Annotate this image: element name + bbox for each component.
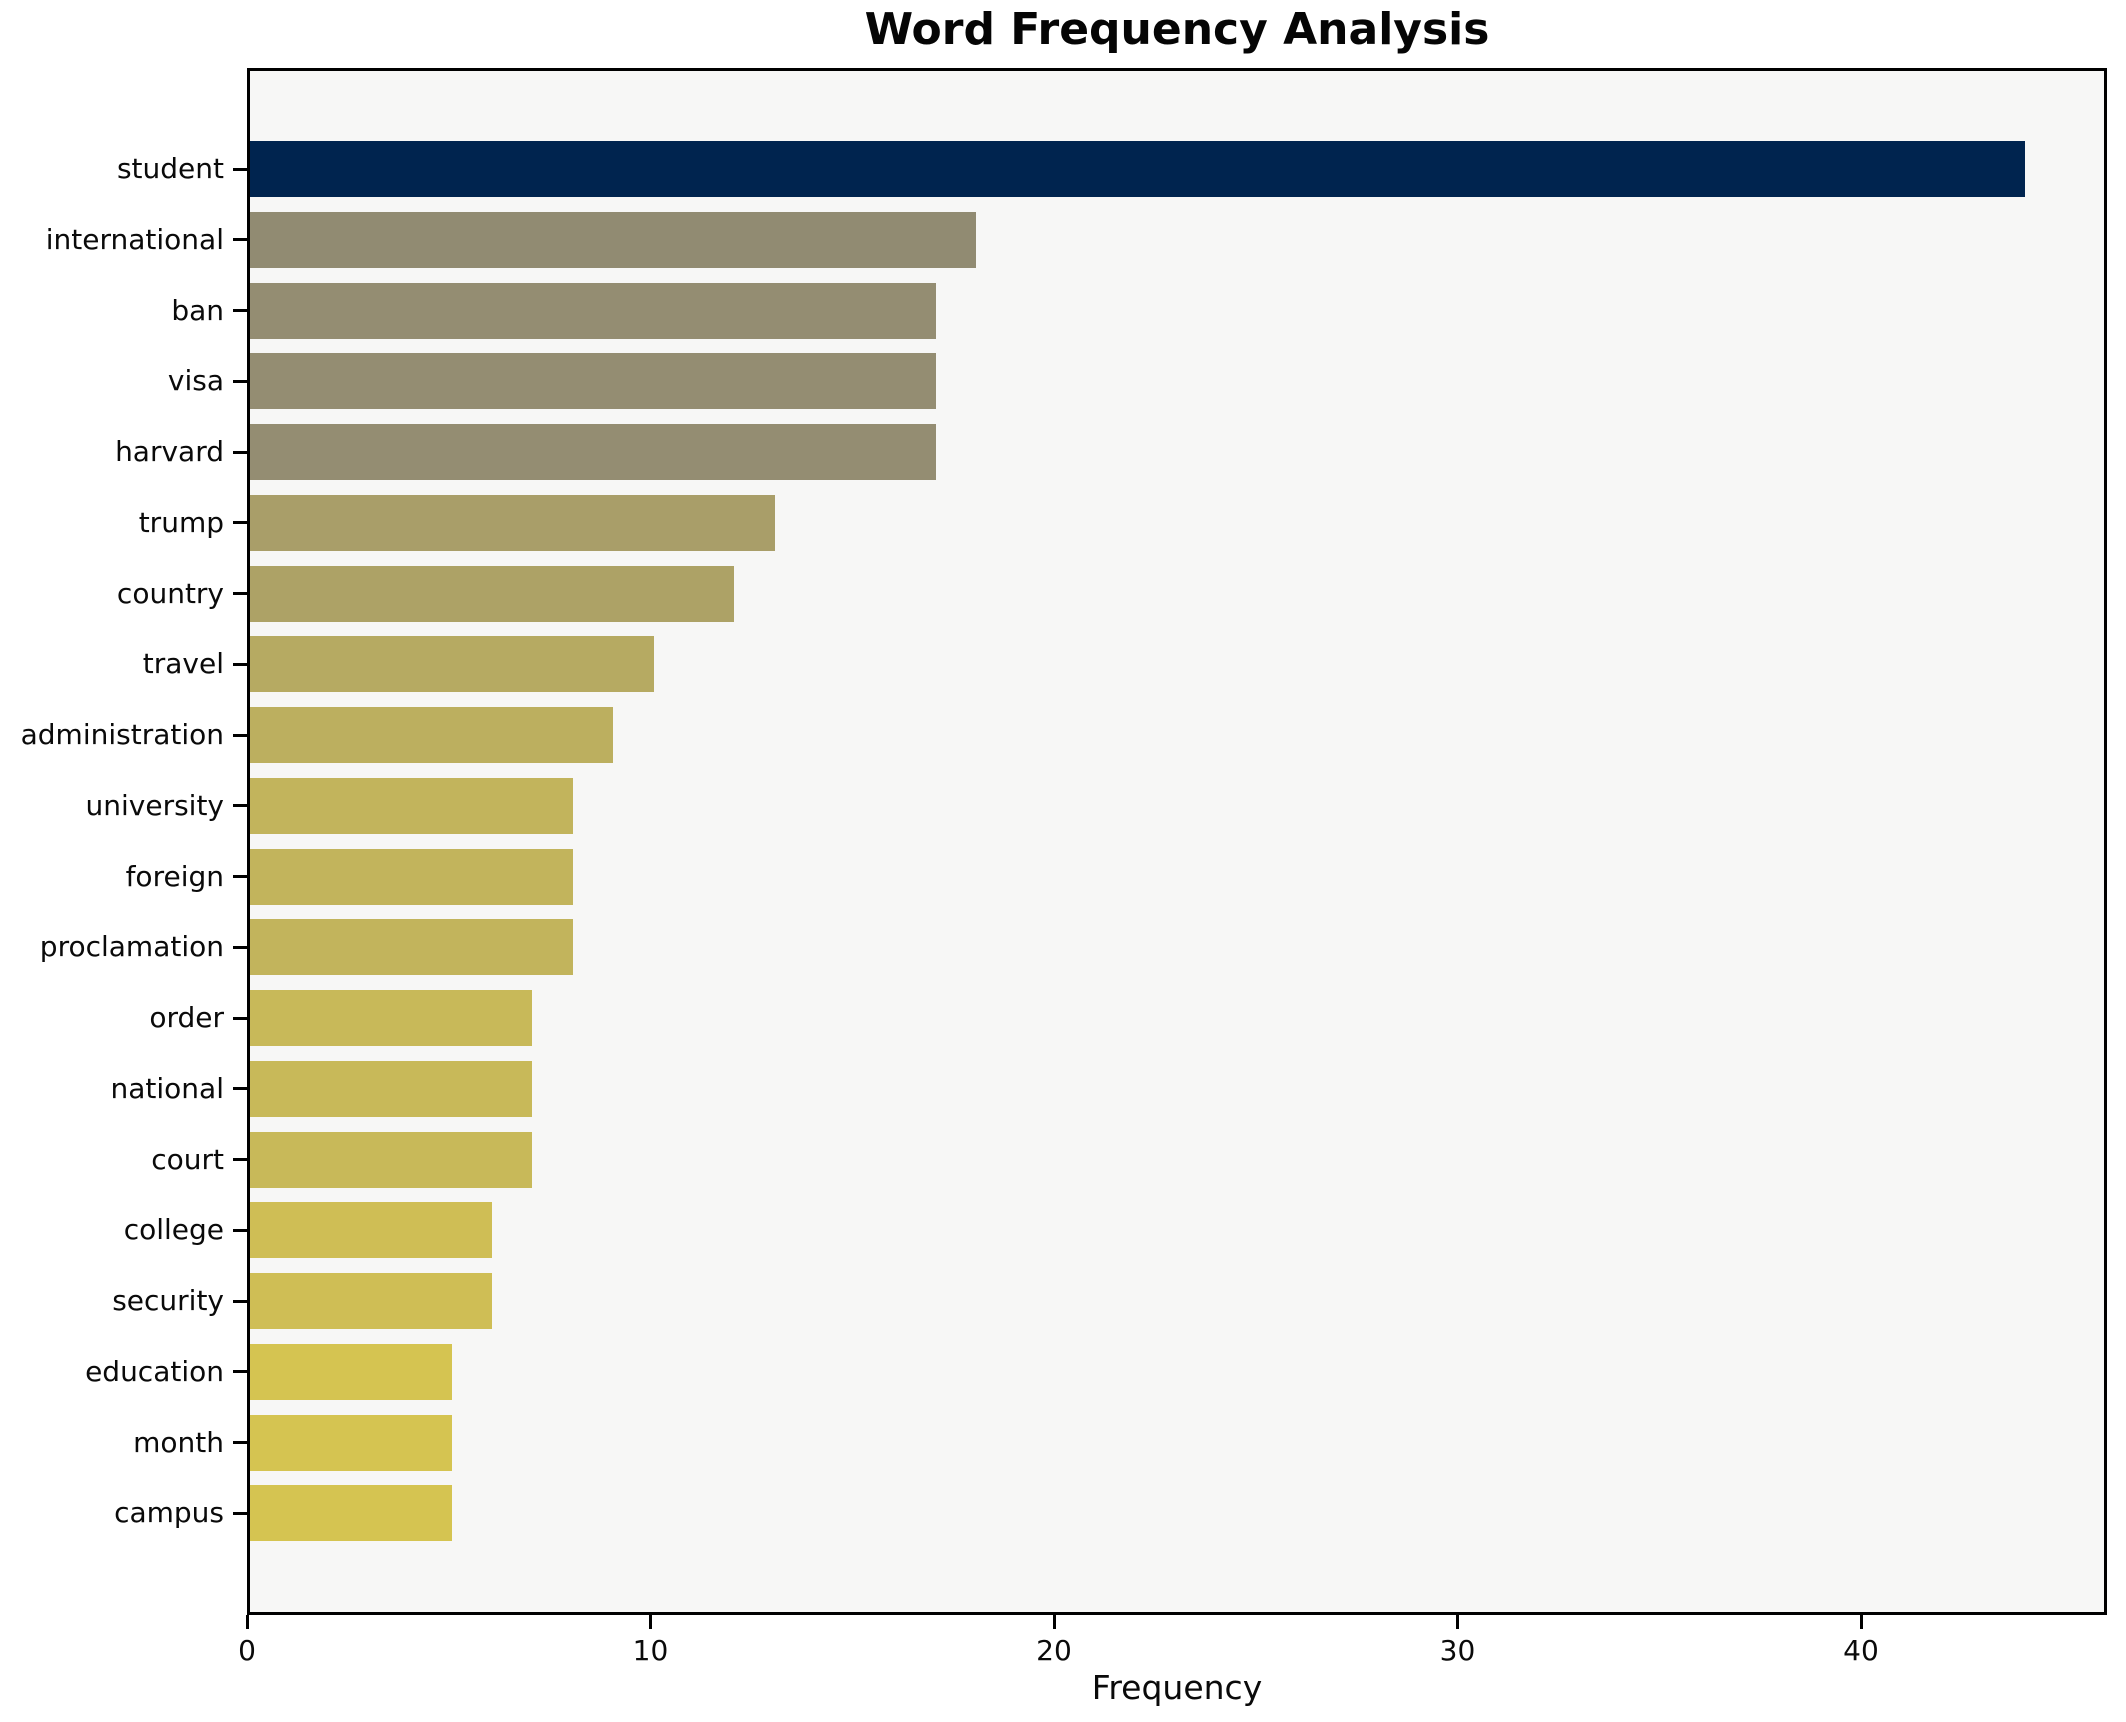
- chart-title: Word Frequency Analysis: [864, 4, 1490, 55]
- y-tick-label-visa: visa: [167, 364, 224, 398]
- y-tick-label-ban: ban: [171, 293, 224, 327]
- x-tick-label-0: 0: [238, 1634, 256, 1667]
- bar-national: [250, 1060, 533, 1117]
- y-tick: [233, 1228, 247, 1232]
- y-tick-label-administration: administration: [20, 718, 224, 752]
- bar-student: [250, 141, 2026, 197]
- x-tick: [1456, 1615, 1459, 1629]
- bar-visa: [250, 353, 936, 410]
- bar-order: [250, 990, 533, 1047]
- y-tick: [233, 238, 247, 242]
- bar-court: [250, 1131, 533, 1188]
- x-tick: [245, 1615, 249, 1629]
- x-tick: [649, 1615, 652, 1629]
- bar-travel: [250, 636, 654, 693]
- x-tick-label-30: 30: [1439, 1634, 1476, 1667]
- y-tick-label-foreign: foreign: [125, 859, 224, 893]
- y-tick-label-education: education: [85, 1354, 224, 1388]
- bar-security: [250, 1273, 493, 1330]
- x-axis-title: Frequency: [1091, 1668, 1263, 1707]
- y-tick: [233, 1441, 247, 1445]
- bar-country: [250, 565, 735, 622]
- bar-month: [250, 1414, 452, 1471]
- y-tick-label-proclamation: proclamation: [39, 930, 224, 964]
- y-tick: [233, 450, 247, 454]
- y-tick: [233, 662, 247, 666]
- y-tick: [233, 875, 247, 879]
- bar-trump: [250, 494, 775, 551]
- bars-layer: [250, 71, 2104, 1612]
- y-tick-label-order: order: [149, 1001, 224, 1035]
- y-tick-label-court: court: [151, 1142, 224, 1176]
- bar-administration: [250, 707, 614, 764]
- x-tick-label-20: 20: [1036, 1634, 1072, 1667]
- y-tick-label-trump: trump: [138, 505, 224, 539]
- y-tick: [233, 804, 247, 808]
- y-tick-label-campus: campus: [114, 1496, 224, 1530]
- y-tick: [233, 521, 247, 525]
- bar-campus: [250, 1485, 452, 1542]
- bar-university: [250, 777, 573, 834]
- y-tick-label-travel: travel: [142, 647, 224, 681]
- y-tick-label-security: security: [112, 1284, 224, 1318]
- y-tick: [233, 309, 247, 313]
- y-tick-label-university: university: [85, 788, 225, 822]
- y-tick: [233, 1158, 247, 1162]
- x-tick-label-40: 40: [1843, 1634, 1879, 1667]
- y-tick: [233, 1511, 247, 1515]
- x-tick: [1859, 1615, 1863, 1629]
- y-tick-label-college: college: [123, 1213, 224, 1247]
- plot-area: [247, 68, 2107, 1615]
- y-tick-label-month: month: [133, 1425, 224, 1459]
- y-tick-label-harvard: harvard: [115, 435, 224, 469]
- y-tick: [233, 1016, 247, 1020]
- bar-foreign: [250, 848, 573, 905]
- y-tick: [233, 379, 247, 383]
- y-tick: [233, 945, 247, 949]
- y-tick: [233, 1087, 247, 1091]
- bar-proclamation: [250, 919, 573, 976]
- bar-college: [250, 1202, 493, 1259]
- x-tick-label-10: 10: [632, 1634, 669, 1667]
- x-tick: [1052, 1615, 1056, 1629]
- y-tick-label-student: student: [116, 152, 224, 185]
- y-tick: [233, 1299, 247, 1303]
- bar-harvard: [250, 424, 936, 481]
- y-tick-label-international: international: [45, 222, 224, 256]
- y-tick: [233, 733, 247, 737]
- bar-international: [250, 211, 977, 268]
- bar-education: [250, 1343, 452, 1400]
- y-tick: [233, 1370, 247, 1374]
- bar-ban: [250, 282, 936, 339]
- y-tick: [233, 167, 247, 171]
- y-tick-label-country: country: [116, 576, 224, 610]
- y-tick-label-national: national: [110, 1071, 224, 1105]
- y-tick: [233, 592, 247, 596]
